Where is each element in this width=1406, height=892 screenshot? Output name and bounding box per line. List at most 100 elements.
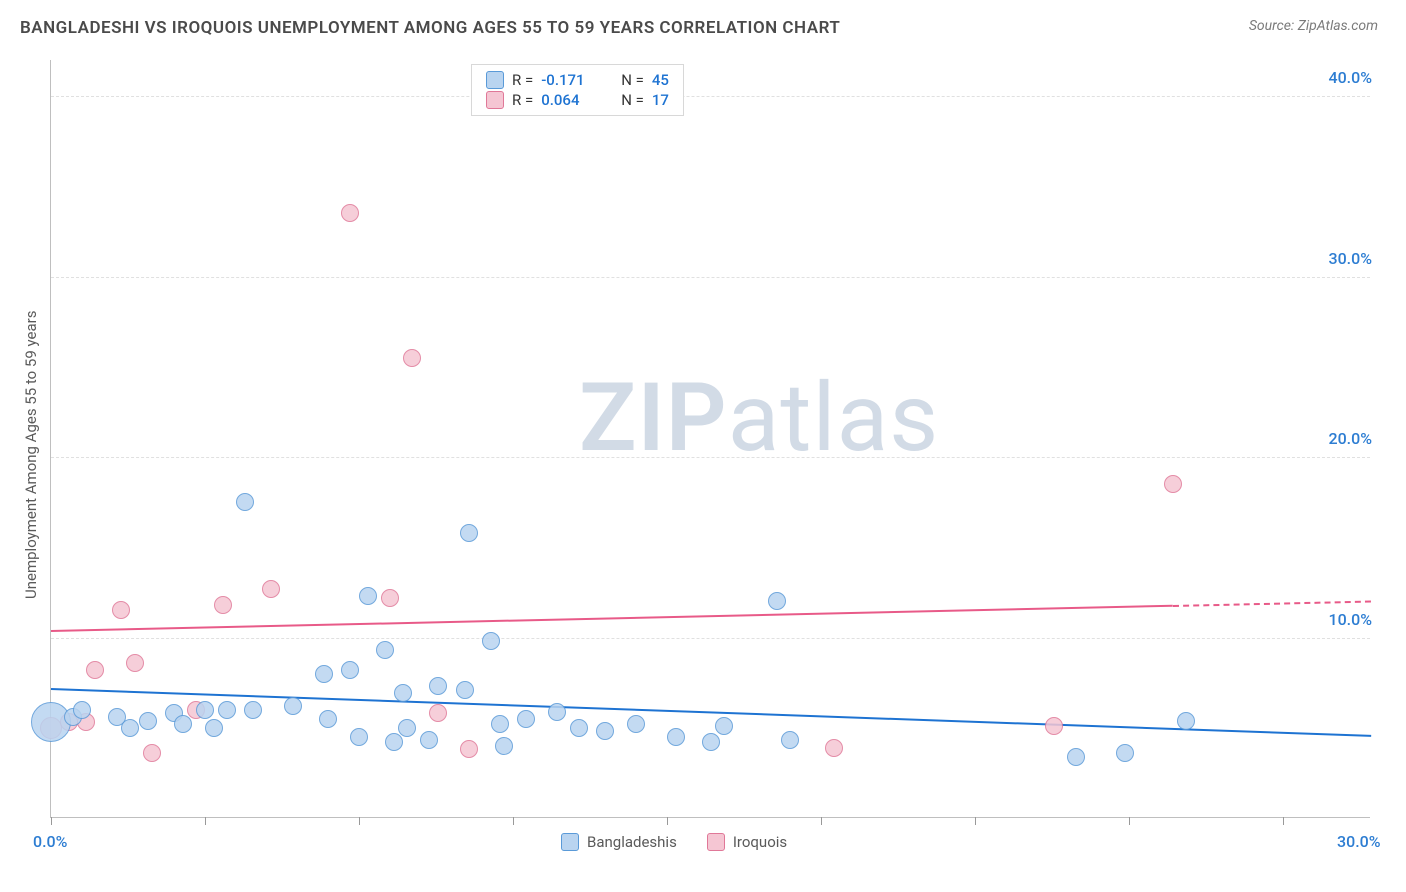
x-tick-label: 30.0% [1337,832,1381,851]
legend-swatch [707,833,725,851]
data-point-bangladeshis [781,731,799,749]
data-point-bangladeshis [350,728,368,746]
legend-r-label: R = [512,91,533,109]
data-point-iroquois [429,704,447,722]
legend-swatch [486,71,504,89]
stats-legend: R = -0.171 N = 45 R = 0.064 N = 17 [471,64,684,116]
data-point-bangladeshis [517,710,535,728]
legend-n-value: 45 [652,71,669,89]
y-axis-label: Unemployment Among Ages 55 to 59 years [22,311,40,599]
data-point-iroquois [825,739,843,757]
data-point-bangladeshis [482,632,500,650]
data-point-bangladeshis [139,712,157,730]
source-attribution: Source: ZipAtlas.com [1249,18,1378,34]
data-point-bangladeshis [359,587,377,605]
x-tick [513,817,514,825]
legend-series-label: Bangladeshis [587,833,677,851]
data-point-bangladeshis [596,722,614,740]
data-point-bangladeshis [1067,748,1085,766]
data-point-bangladeshis [429,677,447,695]
x-tick [205,817,206,825]
data-point-bangladeshis [205,719,223,737]
data-point-bangladeshis [460,524,478,542]
legend-n-label: N = [621,71,644,89]
data-point-bangladeshis [341,661,359,679]
data-point-iroquois [262,580,280,598]
data-point-bangladeshis [385,733,403,751]
gridline [51,457,1370,458]
data-point-bangladeshis [196,701,214,719]
data-point-bangladeshis [627,715,645,733]
x-tick [1283,817,1284,825]
legend-row: Iroquois [707,833,787,851]
legend-swatch [561,833,579,851]
gridline [51,638,1370,639]
gridline [51,96,1370,97]
x-tick [667,817,668,825]
source-label: Source: [1249,18,1298,34]
x-tick [1129,817,1130,825]
data-point-iroquois [86,661,104,679]
data-point-bangladeshis [174,715,192,733]
y-tick-label: 10.0% [1328,610,1372,629]
x-tick [975,817,976,825]
data-point-bangladeshis [548,703,566,721]
data-point-bangladeshis [376,641,394,659]
y-tick-label: 40.0% [1328,68,1372,87]
legend-r-label: R = [512,71,533,89]
data-point-iroquois [381,589,399,607]
data-point-iroquois [341,204,359,222]
data-point-bangladeshis [1177,712,1195,730]
data-point-iroquois [126,654,144,672]
data-point-iroquois [112,601,130,619]
source-name: ZipAtlas.com [1298,18,1378,34]
x-tick-label: 0.0% [33,832,67,851]
data-point-bangladeshis [315,665,333,683]
legend-series-label: Iroquois [733,833,787,851]
data-point-bangladeshis [715,717,733,735]
data-point-bangladeshis [73,701,91,719]
data-point-bangladeshis [491,715,509,733]
data-point-bangladeshis [319,710,337,728]
data-point-bangladeshis [394,684,412,702]
plot-area: 10.0%20.0%30.0%40.0%0.0%30.0%ZIPatlasR =… [50,60,1370,818]
legend-r-value: -0.171 [541,71,595,89]
legend-n-label: N = [621,91,644,109]
data-point-bangladeshis [1116,744,1134,762]
y-tick-label: 20.0% [1328,429,1372,448]
data-point-bangladeshis [218,701,236,719]
legend-n-value: 17 [652,91,669,109]
legend-r-value: 0.064 [541,91,595,109]
data-point-bangladeshis [398,719,416,737]
trend-line [1173,601,1371,607]
y-tick-label: 30.0% [1328,249,1372,268]
data-point-bangladeshis [667,728,685,746]
data-point-iroquois [214,596,232,614]
data-point-bangladeshis [420,731,438,749]
data-point-iroquois [460,740,478,758]
x-tick [359,817,360,825]
data-point-bangladeshis [284,697,302,715]
data-point-bangladeshis [236,493,254,511]
chart-title: BANGLADESHI VS IROQUOIS UNEMPLOYMENT AMO… [20,18,840,38]
legend-row: Bangladeshis [561,833,677,851]
data-point-iroquois [143,744,161,762]
chart-container: BANGLADESHI VS IROQUOIS UNEMPLOYMENT AMO… [0,0,1406,892]
x-tick [51,817,52,825]
data-point-bangladeshis [244,701,262,719]
title-bar: BANGLADESHI VS IROQUOIS UNEMPLOYMENT AMO… [0,0,1406,38]
data-point-bangladeshis [121,719,139,737]
data-point-iroquois [1164,475,1182,493]
legend-row: R = -0.171 N = 45 [486,71,669,89]
data-point-iroquois [1045,717,1063,735]
data-point-bangladeshis [456,681,474,699]
gridline [51,277,1370,278]
series-legend: Bangladeshis Iroquois [561,833,787,851]
data-point-iroquois [403,349,421,367]
x-tick [821,817,822,825]
data-point-bangladeshis [768,592,786,610]
legend-row: R = 0.064 N = 17 [486,91,669,109]
data-point-bangladeshis [702,733,720,751]
data-point-bangladeshis [570,719,588,737]
data-point-bangladeshis [495,737,513,755]
